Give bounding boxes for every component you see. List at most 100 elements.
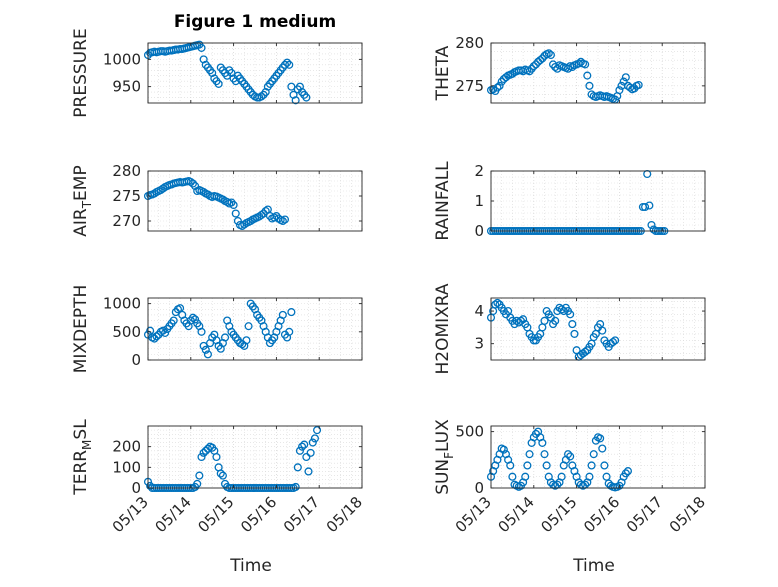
panel-2-point (536, 56, 545, 65)
panel-7-point (201, 446, 210, 455)
panel-5-point (158, 326, 168, 335)
panel-8-point (525, 450, 534, 459)
panel-2-point (546, 50, 555, 60)
panel-6-y-axis-label: H2OMIXRA (433, 283, 453, 374)
panel-5-point (169, 316, 178, 325)
panel-8-x-tick-label: 05/16 (580, 493, 623, 536)
panel-3-point (150, 189, 159, 198)
panel-8-point (596, 434, 605, 443)
panel-3-point (218, 195, 227, 204)
panel-7-x-tick-label: 05/18 (323, 493, 366, 536)
panel-8-point (589, 450, 598, 459)
panel-3-point (261, 206, 270, 216)
panel-5-point (188, 313, 197, 322)
panel-3-axes-box (147, 170, 363, 232)
panel-7-point (291, 482, 300, 492)
panel-3-point (229, 200, 238, 210)
panel-3-point (233, 216, 242, 226)
panel-4-y-tick-label: 2 (474, 162, 484, 180)
panel-2-point (508, 69, 517, 78)
panel-8-point (506, 461, 515, 470)
panel-3-point (280, 215, 290, 224)
panel-8-y-tick-label: 0 (474, 479, 484, 497)
panel-8-point (621, 469, 630, 478)
panel-1-axes-box (147, 42, 363, 104)
panel-1-y-axis-label: PRESSURE (71, 28, 91, 117)
panel-1-point (283, 58, 292, 67)
panel-8-x-tick-label: 05/13 (452, 493, 495, 536)
panel-5-y-axis-label: MIXDEPTH (71, 285, 91, 374)
panel-7-point (197, 452, 206, 462)
panel-7-x-tick-label: 05/16 (237, 493, 280, 536)
panel-7-x-tick-label: 05/15 (194, 493, 237, 536)
panel-5-y-tick-label: 0 (131, 351, 141, 369)
panel-6-point (493, 298, 502, 307)
panel-7-y-tick-label: 0 (131, 479, 141, 497)
panel-2-point (529, 62, 538, 71)
panel-7-point (293, 463, 302, 472)
panel-7-x-tick-label: 05/13 (109, 493, 152, 536)
panel-2-point (615, 86, 624, 95)
panel-6-point (566, 310, 575, 319)
panel-2-y-axis-label: THETA (433, 45, 453, 101)
panel-8-point (563, 450, 573, 459)
panel-1-y-tick-label: 1000 (103, 50, 141, 68)
panel-7-point (295, 446, 304, 455)
panel-1-point (280, 60, 290, 69)
panel-8-point (538, 438, 547, 447)
panel-5-point (201, 345, 210, 354)
panel-2-point (495, 81, 504, 90)
panel-4-point (647, 220, 656, 230)
panel-6-point (608, 338, 618, 347)
panel-5-point (278, 310, 287, 319)
panel-7-point (300, 440, 309, 449)
panel-7-point (298, 442, 307, 451)
panel-3-y-tick-label: 280 (112, 162, 141, 180)
panel-7-axes-box (147, 425, 363, 489)
panel-7-point (216, 469, 225, 478)
panel-8-point (585, 472, 594, 481)
panel-7-y-axis-label: TERRMSL (71, 419, 94, 496)
panel-2-axes-box (490, 42, 706, 104)
panel-3-point (278, 216, 287, 226)
panel-4-y-axis-label: RAINFALL (433, 161, 453, 241)
panel-2-y-tick-label: 280 (455, 34, 484, 52)
panel-7-point (310, 434, 319, 443)
panel-5-axes-box (147, 297, 363, 361)
panel-5-point (220, 333, 230, 342)
panel-1-point (197, 43, 206, 52)
panel-8-point (523, 461, 532, 470)
panel-1-point (285, 60, 294, 69)
panel-6-point (551, 316, 560, 325)
panel-2-point (619, 77, 628, 86)
panel-1-point (291, 96, 300, 105)
panel-5-point (242, 336, 251, 345)
panel-8-point (521, 472, 530, 481)
panel-1-point (302, 93, 311, 102)
panel-3-y-tick-label: 275 (112, 187, 141, 205)
panel-5-point (197, 327, 206, 336)
panel-8-point (499, 445, 508, 454)
panel-3-y-axis-label: AIRTEMP (71, 165, 94, 236)
x-axis-label-right: Time (573, 556, 615, 576)
panel-8-point (566, 452, 575, 461)
panel-1-point (287, 82, 296, 91)
panel-7-point (195, 471, 204, 480)
panel-8-point (600, 461, 609, 470)
panel-8-x-tick-label: 05/15 (537, 493, 580, 536)
x-axis-label-left: Time (230, 556, 272, 576)
panel-6-point (568, 320, 577, 329)
panel-7-point (306, 448, 315, 457)
panel-3-point (191, 181, 200, 191)
panel-7-point (313, 426, 322, 435)
panel-3-point (158, 184, 168, 193)
panel-7-point (193, 479, 202, 488)
panel-5-point (285, 327, 294, 336)
panel-2-point (583, 71, 592, 80)
panel-6-y-tick-label: 3 (474, 335, 484, 353)
panel-8-point (557, 472, 566, 481)
panel-8-axes-box (490, 425, 706, 489)
panel-2-point (544, 49, 553, 58)
panel-3-point (199, 187, 208, 197)
panel-5-point (199, 341, 208, 350)
